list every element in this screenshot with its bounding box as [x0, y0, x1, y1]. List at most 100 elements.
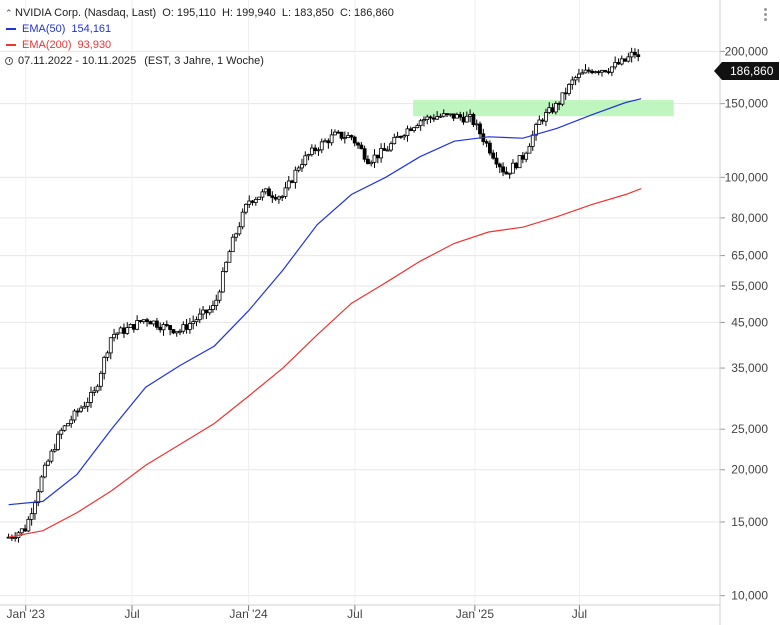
- legend-ema200-row[interactable]: EMA(200) 93,930: [5, 37, 394, 53]
- y-tick-label: 200,000: [725, 44, 769, 58]
- candle-body: [49, 450, 54, 462]
- candle-body: [527, 145, 532, 154]
- candle-body: [155, 320, 159, 328]
- candle-body: [187, 323, 192, 330]
- y-tick-label: 25,000: [731, 422, 768, 436]
- candle-body: [349, 135, 354, 138]
- candle-body: [19, 528, 24, 534]
- candle-body: [230, 236, 235, 253]
- candle-body: [89, 392, 93, 403]
- candle-body: [471, 114, 476, 125]
- period-note: (EST, 3 Jahre, 1 Woche): [144, 55, 264, 67]
- candle-body: [122, 327, 126, 334]
- candle-body: [191, 321, 196, 325]
- y-tick-label: 45,000: [731, 315, 768, 329]
- x-tick-label: Jan '23: [7, 607, 46, 621]
- candle-body: [418, 120, 423, 126]
- candle-body: [290, 180, 294, 183]
- candle-body: [474, 123, 479, 126]
- zone-rect: [413, 100, 674, 117]
- candle-body: [408, 128, 413, 131]
- x-tick-label: Jul: [124, 607, 139, 621]
- candle-body: [108, 337, 113, 354]
- x-tick-label: Jul: [572, 607, 587, 621]
- candle-body: [583, 69, 588, 74]
- candle-body: [161, 324, 166, 331]
- candle-body: [389, 143, 393, 151]
- more-options-icon[interactable]: [764, 8, 767, 23]
- candle-body: [102, 356, 107, 374]
- candle-body: [270, 195, 275, 198]
- candle-body: [563, 92, 568, 95]
- candle-body: [204, 309, 209, 314]
- candle-body: [609, 66, 614, 73]
- candle-body: [560, 92, 565, 105]
- candle-body: [79, 407, 83, 412]
- candlesticks: [6, 47, 641, 543]
- candle-body: [346, 135, 351, 139]
- candle-body: [633, 51, 637, 56]
- candle-body: [385, 149, 390, 152]
- candle-body: [600, 69, 604, 73]
- candle-body: [125, 327, 130, 334]
- candle-body: [504, 171, 509, 175]
- candle-body: [395, 135, 400, 138]
- chart-legend: ⌃ NVIDIA Corp. (Nasdaq, Last) O: 195,110…: [5, 5, 394, 69]
- candle-body: [514, 162, 519, 169]
- candle-body: [580, 72, 585, 75]
- legend-ema50-row[interactable]: EMA(50) 154,161: [5, 21, 394, 37]
- clock-icon: [5, 57, 13, 65]
- instrument-title: NVIDIA Corp. (Nasdaq, Last): [15, 7, 157, 19]
- candle-body: [178, 330, 182, 333]
- candle-body: [570, 79, 575, 85]
- candle-body: [52, 449, 57, 452]
- candle-body: [636, 54, 641, 58]
- candle-body: [468, 114, 473, 117]
- candle-body: [207, 309, 212, 314]
- candle-body: [319, 141, 324, 151]
- candle-body: [497, 163, 502, 168]
- candle-body: [461, 116, 466, 123]
- candle-body: [29, 513, 34, 520]
- candle-body: [309, 147, 314, 155]
- candle-body: [422, 119, 426, 122]
- grid-lines: [0, 0, 720, 605]
- candle-body: [501, 166, 505, 173]
- candle-body: [428, 116, 433, 119]
- candle-body: [359, 144, 364, 150]
- candle-body: [356, 142, 360, 146]
- candle-body: [405, 128, 410, 136]
- candle-body: [253, 199, 258, 203]
- candle-body: [590, 70, 594, 74]
- candle-body: [135, 320, 140, 330]
- candle-body: [619, 58, 624, 65]
- candle-body: [227, 251, 232, 263]
- collapse-chevron-icon[interactable]: ⌃: [5, 8, 13, 18]
- ema200-line: [8, 188, 642, 538]
- candle-body: [85, 402, 90, 407]
- candle-body: [171, 329, 176, 334]
- y-tick-label: 150,000: [725, 97, 769, 111]
- candle-body: [372, 154, 377, 163]
- candle-body: [194, 319, 199, 323]
- candle-body: [220, 271, 225, 293]
- candle-body: [66, 423, 70, 427]
- candle-body: [593, 71, 598, 74]
- candle-body: [296, 167, 301, 171]
- candle-body: [435, 116, 440, 120]
- candle-body: [247, 200, 252, 205]
- candle-body: [352, 136, 357, 144]
- candle-body: [438, 115, 443, 118]
- y-tick-label: 35,000: [731, 361, 768, 375]
- candle-body: [573, 77, 578, 81]
- candle-body: [286, 180, 291, 189]
- candle-body: [412, 127, 416, 131]
- candle-body: [369, 161, 374, 165]
- candle-body: [168, 325, 173, 330]
- candle-body: [544, 112, 548, 122]
- candle-body: [46, 460, 51, 466]
- candle-body: [280, 195, 285, 198]
- y-tick-label: 15,000: [731, 515, 768, 529]
